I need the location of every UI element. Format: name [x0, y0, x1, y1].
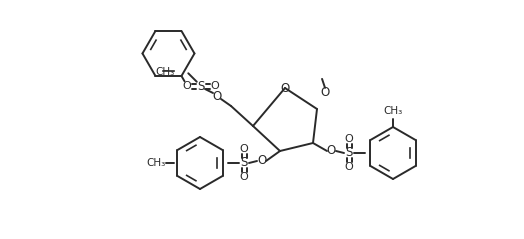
Text: O: O: [212, 89, 222, 103]
Text: O: O: [257, 154, 267, 168]
Text: S: S: [345, 147, 353, 159]
Text: O: O: [239, 144, 248, 154]
Text: O: O: [183, 81, 191, 91]
Text: S: S: [198, 80, 205, 92]
Text: O: O: [211, 81, 220, 91]
Text: O: O: [239, 172, 248, 182]
Text: O: O: [345, 134, 353, 144]
Text: CH₃: CH₃: [156, 67, 175, 77]
Text: O: O: [280, 81, 290, 94]
Text: CH₃: CH₃: [146, 158, 166, 168]
Text: O: O: [345, 162, 353, 172]
Text: O: O: [320, 87, 330, 99]
Text: CH₃: CH₃: [384, 106, 402, 116]
Text: S: S: [241, 157, 248, 169]
Text: O: O: [326, 145, 336, 158]
